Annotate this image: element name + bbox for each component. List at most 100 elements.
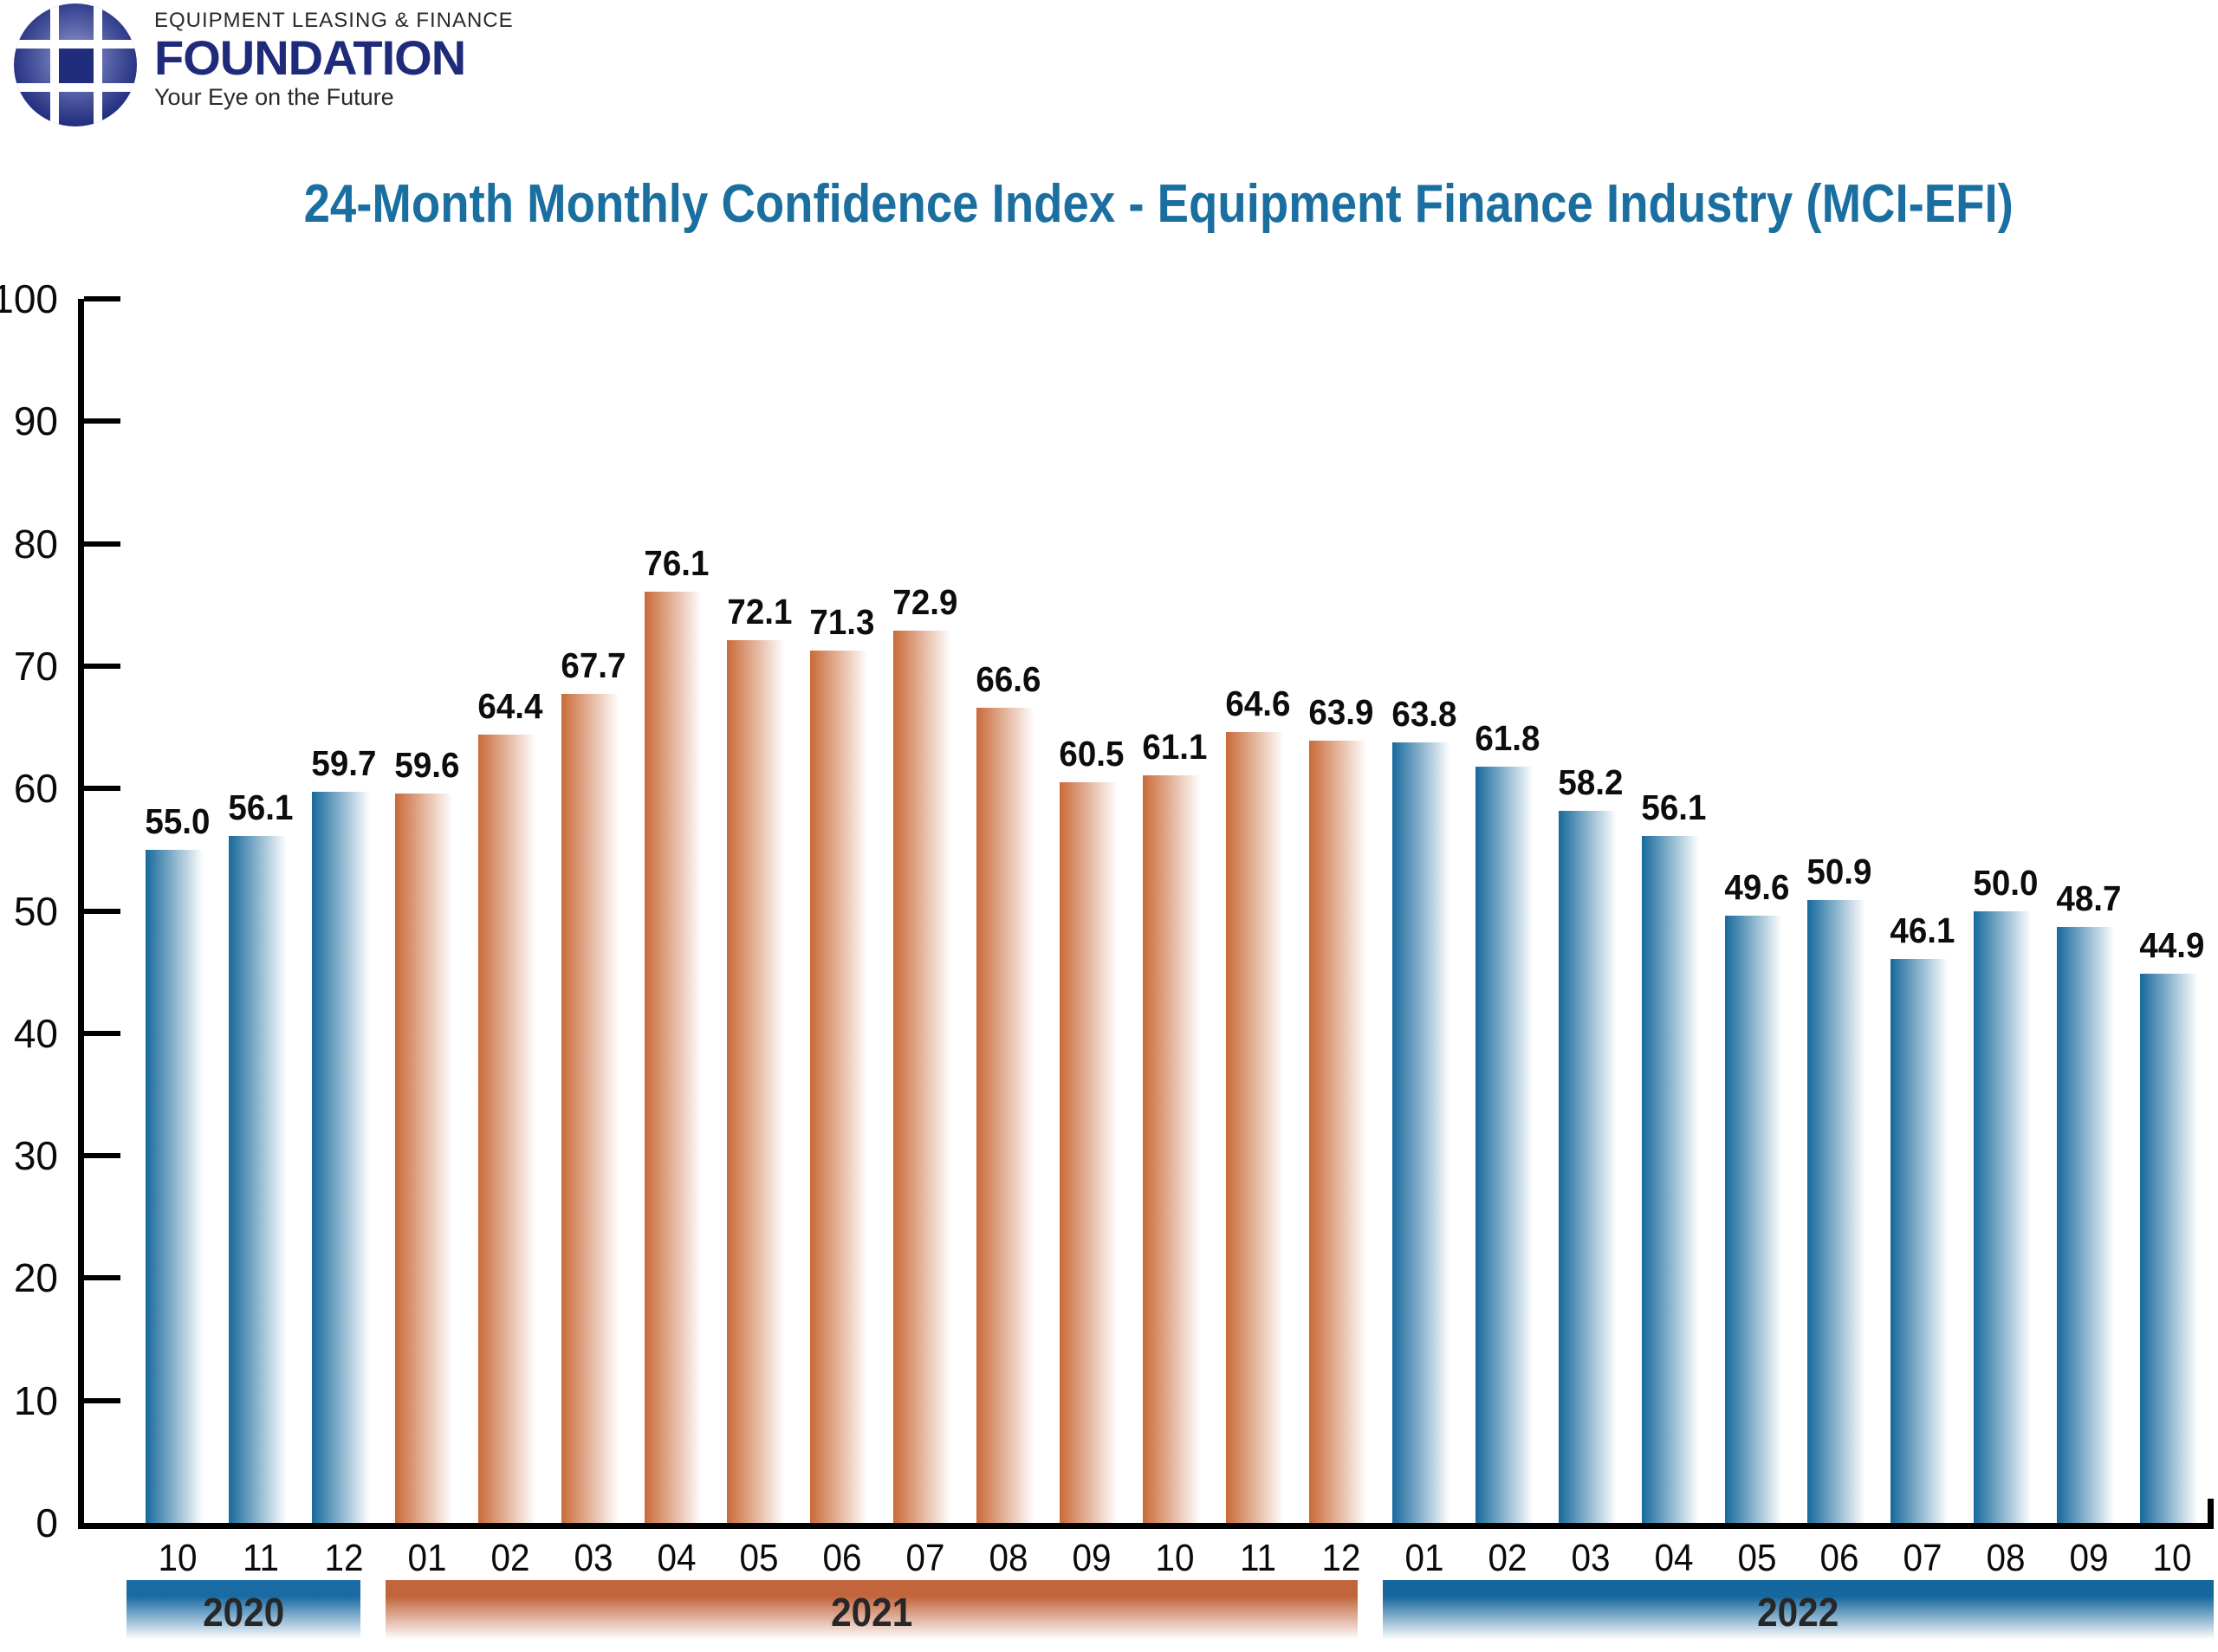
- bar-2021-06: [810, 650, 875, 1523]
- y-axis-tick-label: 100: [0, 276, 58, 321]
- bar-2021-03: [561, 694, 626, 1523]
- y-axis-tick-label: 80: [13, 521, 58, 567]
- y-axis-tick-mark: [84, 541, 120, 547]
- bar-value-label: 64.6: [1225, 683, 1291, 724]
- bar-slot: 72.9: [884, 582, 967, 1523]
- year-bands: 2020 2021 2022: [126, 1580, 2214, 1652]
- y-axis-tick-label: 0: [36, 1500, 58, 1545]
- y-axis-tick-mark: [84, 663, 120, 669]
- bar-value-label: 48.7: [2056, 878, 2122, 918]
- bar-value-label: 76.1: [643, 542, 709, 583]
- y-axis-tick-label: 20: [13, 1255, 58, 1301]
- bar-slot: 71.3: [801, 602, 884, 1523]
- bar-slot: 59.6: [386, 745, 469, 1523]
- bar-2022-02: [1475, 766, 1540, 1523]
- logo-tagline-top: EQUIPMENT LEASING & FINANCE: [154, 9, 514, 32]
- bar-2020-11: [228, 836, 293, 1523]
- bar-value-label: 56.1: [1641, 787, 1707, 828]
- y-axis-tick-label: 30: [13, 1133, 58, 1179]
- y-axis-tick-label: 70: [13, 643, 58, 689]
- bar-slot: 61.8: [1466, 718, 1549, 1523]
- bar-slot: 49.6: [1715, 867, 1799, 1523]
- bar-slot: 50.9: [1798, 852, 1881, 1523]
- bar-value-label: 58.2: [1558, 761, 1624, 802]
- bar-value-label: 44.9: [2139, 924, 2205, 965]
- bar-value-label: 61.1: [1142, 726, 1208, 767]
- year-label: 2021: [830, 1590, 912, 1635]
- x-tick-label: 03: [574, 1537, 613, 1579]
- bar-slot: 63.8: [1383, 694, 1466, 1523]
- bar-2021-04: [644, 591, 709, 1523]
- bar-chart-plot-area: 0 10 20 30 40 50 60 70 80 90 100 55.0 56.1 59.7 59.6 6…: [0, 276, 2214, 1545]
- year-label: 2022: [1757, 1590, 1839, 1635]
- bar-2022-01: [1391, 742, 1456, 1523]
- chart-title: 24-Month Monthly Confidence Index - Equi…: [303, 174, 2014, 234]
- bar-value-label: 56.1: [228, 787, 294, 828]
- bar-value-label: 50.0: [1973, 862, 2039, 903]
- y-axis-tick-mark: [84, 786, 120, 792]
- x-tick-label: 10: [158, 1537, 198, 1579]
- y-axis-tick-label: 10: [13, 1377, 58, 1423]
- bar-value-label: 63.9: [1308, 692, 1374, 733]
- bar-value-label: 63.8: [1391, 693, 1457, 734]
- x-tick-label: 11: [1239, 1537, 1276, 1579]
- y-axis-tick-mark: [84, 1397, 120, 1403]
- x-tick-label: 08: [989, 1537, 1028, 1579]
- bar-2021-10: [1143, 774, 1207, 1523]
- bar-2021-01: [394, 793, 459, 1523]
- foundation-logo: EQUIPMENT LEASING & FINANCE FOUNDATION Y…: [14, 3, 514, 126]
- x-tick-label: 09: [2069, 1537, 2109, 1579]
- y-axis-tick-mark: [84, 418, 120, 424]
- bar-slot: 56.1: [219, 787, 302, 1523]
- globe-grid-line: [14, 40, 137, 49]
- bar-slot: 55.0: [136, 801, 219, 1523]
- x-axis-labels: 10 11 12 01 02 03 04 05 06 07 08 09 10 11 12 01 02 03 04 05…: [136, 1537, 2214, 1580]
- bar-2020-12: [311, 792, 376, 1523]
- y-axis-tick-mark: [84, 296, 120, 301]
- x-tick-label: 12: [324, 1537, 364, 1579]
- y-axis-tick-mark: [84, 1275, 120, 1281]
- x-tick-label: 05: [739, 1537, 779, 1579]
- foundation-globe-icon: [14, 3, 137, 126]
- bar-slot: 50.0: [1964, 862, 2047, 1523]
- globe-grid-line: [50, 3, 59, 126]
- y-axis-tick-label: 50: [13, 888, 58, 934]
- logo-tagline-bottom: Your Eye on the Future: [154, 83, 394, 110]
- x-axis-end-tick: [2208, 1499, 2214, 1523]
- bar-value-label: 61.8: [1475, 717, 1540, 758]
- y-axis-tick-label: 90: [13, 398, 58, 444]
- bar-value-label: 60.5: [1059, 734, 1125, 774]
- bar-value-label: 71.3: [809, 601, 875, 642]
- x-tick-label: 07: [905, 1537, 945, 1579]
- bar-value-label: 67.7: [561, 645, 626, 686]
- y-axis-tick-label: 40: [13, 1010, 58, 1056]
- x-tick-label: 05: [1736, 1537, 1776, 1579]
- bar-2022-07: [1890, 958, 1955, 1523]
- bar-value-label: 59.6: [394, 744, 460, 785]
- bar-slot: 44.9: [2130, 925, 2214, 1523]
- bar-2020-10: [146, 849, 210, 1523]
- y-axis-tick-mark: [84, 908, 120, 914]
- bar-slot: 72.1: [717, 592, 801, 1523]
- y-axis-tick-label: 60: [13, 766, 58, 812]
- bar-2022-05: [1724, 916, 1789, 1523]
- bar-value-label: 55.0: [145, 800, 211, 841]
- y-axis-tick-mark: [84, 1030, 120, 1036]
- x-tick-label: 07: [1903, 1537, 1942, 1579]
- globe-grid-line: [94, 3, 102, 126]
- x-tick-label: 10: [2152, 1537, 2192, 1579]
- bar-slot: 58.2: [1549, 762, 1632, 1523]
- year-band-2021: 2021: [385, 1580, 1358, 1652]
- bar-2022-10: [2140, 973, 2205, 1523]
- globe-center-square: [59, 49, 94, 83]
- bar-2021-11: [1226, 732, 1290, 1523]
- bar-2022-03: [1558, 810, 1623, 1523]
- x-tick-label: 02: [1488, 1537, 1527, 1579]
- x-tick-label: 04: [1654, 1537, 1694, 1579]
- bar-2022-04: [1641, 836, 1706, 1523]
- bar-value-label: 50.9: [1806, 851, 1872, 891]
- x-tick-label: 01: [1404, 1537, 1444, 1579]
- x-tick-label: 02: [490, 1537, 530, 1579]
- bar-slot: 64.6: [1216, 683, 1300, 1523]
